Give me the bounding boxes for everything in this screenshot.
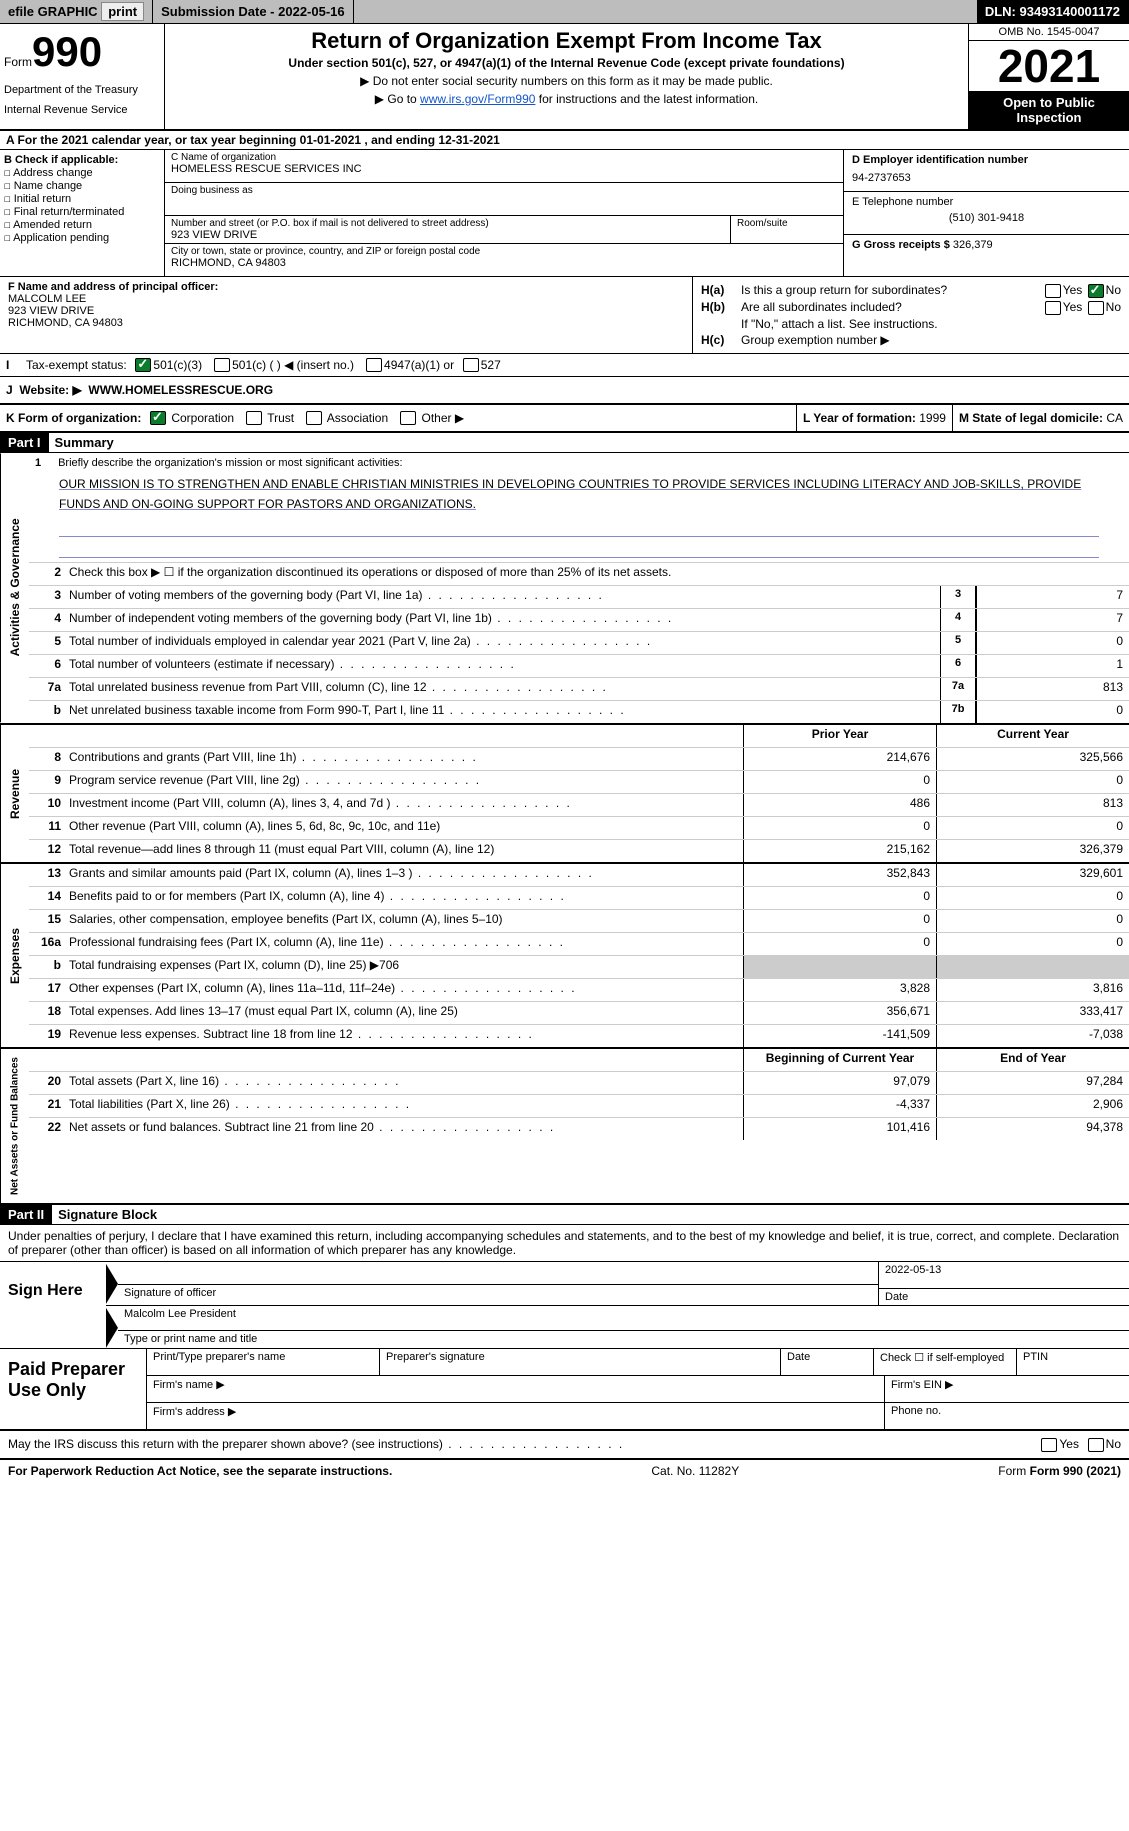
gross-receipts: 326,379 [953,239,993,251]
declaration: Under penalties of perjury, I declare th… [0,1225,1129,1262]
arrow-icon [106,1308,118,1348]
row-i: I Tax-exempt status: 501(c)(3) 501(c) ( … [0,354,1129,377]
year-box: OMB No. 1545-0047 2021 Open to Public In… [968,24,1129,129]
mission-text: OUR MISSION IS TO STRENGTHEN AND ENABLE … [29,473,1129,515]
header-grid: B Check if applicable: ☐ Address change … [0,150,1129,277]
row-j: J Website: ▶ WWW.HOMELESSRESCUE.ORG [0,377,1129,405]
section-activities: Activities & Governance 1 Briefly descri… [0,453,1129,724]
arrow-icon [106,1264,118,1304]
row-a: A For the 2021 calendar year, or tax yea… [0,131,1129,150]
ein: 94-2737653 [852,172,1121,184]
officer-typed-name: Malcolm Lee President [118,1306,1129,1331]
side-activities: Activities & Governance [0,453,29,722]
phone: (510) 301-9418 [852,212,1121,224]
preparer-section: Paid Preparer Use Only Print/Type prepar… [0,1349,1129,1431]
sign-here-label: Sign Here [0,1262,106,1348]
form-number-box: Form990 Department of the Treasury Inter… [0,24,165,129]
title-box: Return of Organization Exempt From Incom… [165,24,968,129]
tax-year: 2021 [969,41,1129,91]
note-ssn: Do not enter social security numbers on … [169,74,964,88]
sign-section: Sign Here Signature of officer 2022-05-1… [0,1262,1129,1349]
section-fh: F Name and address of principal officer:… [0,277,1129,354]
col-c: C Name of organization HOMELESS RESCUE S… [165,150,843,276]
note-goto: ▶ Go to www.irs.gov/Form990 for instruct… [169,92,964,106]
topbar: efile GRAPHIC print Submission Date - 20… [0,0,1129,24]
print-button[interactable]: print [101,2,144,21]
inspection: Open to Public Inspection [969,91,1129,129]
col-f: F Name and address of principal officer:… [0,277,693,353]
efile-label: efile GRAPHIC print [0,0,153,23]
row-k: K Form of organization: Corporation Trus… [0,405,1129,434]
form-title: Return of Organization Exempt From Incom… [169,28,964,54]
section-revenue: Revenue Prior Year Current Year 8Contrib… [0,725,1129,864]
page-footer: For Paperwork Reduction Act Notice, see … [0,1460,1129,1482]
dept-treasury: Department of the Treasury [4,84,160,96]
side-expenses: Expenses [0,864,29,1047]
website-url: WWW.HOMELESSRESCUE.ORG [88,383,273,397]
dept-irs: Internal Revenue Service [4,104,160,116]
col-b: B Check if applicable: ☐ Address change … [0,150,165,276]
officer-name: MALCOLM LEE [8,293,684,305]
form-subtitle: Under section 501(c), 527, or 4947(a)(1)… [169,56,964,70]
paid-preparer-label: Paid Preparer Use Only [0,1349,147,1429]
org-city: RICHMOND, CA 94803 [171,257,837,269]
section-netassets: Net Assets or Fund Balances Beginning of… [0,1049,1129,1205]
dln: DLN: 93493140001172 [977,0,1129,23]
discuss-row: May the IRS discuss this return with the… [0,1431,1129,1460]
l3-val: 7 [976,586,1129,608]
part2-header: Part IISignature Block [0,1205,1129,1225]
omb: OMB No. 1545-0047 [969,24,1129,41]
col-h: H(a) Is this a group return for subordin… [693,277,1129,353]
section-expenses: Expenses 13Grants and similar amounts pa… [0,864,1129,1049]
part1-header: Part ISummary [0,433,1129,453]
side-netassets: Net Assets or Fund Balances [0,1049,29,1203]
form-header: Form990 Department of the Treasury Inter… [0,24,1129,131]
submission-date: Submission Date - 2022-05-16 [153,0,354,23]
col-d: D Employer identification number 94-2737… [843,150,1129,276]
org-address: 923 VIEW DRIVE [171,229,724,241]
org-name: HOMELESS RESCUE SERVICES INC [171,163,837,175]
irs-link[interactable]: www.irs.gov/Form990 [420,92,535,106]
sig-date: 2022-05-13 [879,1262,1129,1289]
side-revenue: Revenue [0,725,29,862]
